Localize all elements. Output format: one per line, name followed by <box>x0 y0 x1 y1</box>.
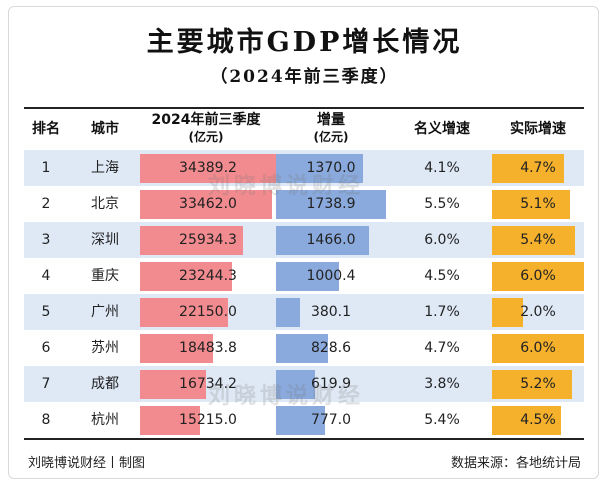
real-growth-bar <box>492 370 572 399</box>
gdp-bar <box>140 154 276 183</box>
real-growth-bar <box>492 298 523 327</box>
rank-cell: 2 <box>41 196 51 212</box>
real-growth-value: 5.4% <box>520 232 556 248</box>
gdp-value: 22150.0 <box>179 304 237 320</box>
gdp-value: 23244.3 <box>179 268 237 284</box>
city-cell: 重庆 <box>91 268 119 284</box>
gdp-table: 1 上海 34389.2 1370.0 4.1% 4.7% 2 北京 33462.0 1738.9… <box>24 150 584 438</box>
increase-bar <box>276 154 363 183</box>
gdp-value: 34389.2 <box>179 160 237 176</box>
gdp-value: 16734.2 <box>179 376 237 392</box>
header-increase: 增量 (亿元) <box>276 112 386 146</box>
increase-value: 1466.0 <box>306 232 356 248</box>
real-growth-bar <box>492 154 565 183</box>
header-gdp: 2024年前三季度 (亿元) <box>138 112 274 146</box>
header-gdp-unit: (亿元) <box>188 130 224 144</box>
city-cell: 苏州 <box>91 340 119 356</box>
header-city: 城市 <box>91 121 119 137</box>
increase-value: 1000.4 <box>306 268 356 284</box>
nominal-growth-value: 6.0% <box>424 232 460 248</box>
header-real: 实际增速 <box>510 121 566 137</box>
table-row: 2 北京 33462.0 1738.9 5.5% 5.1% <box>24 186 584 222</box>
real-growth-value: 6.0% <box>520 268 556 284</box>
increase-bar <box>276 370 316 399</box>
increase-bar <box>276 334 329 363</box>
increase-bar <box>276 190 386 219</box>
rank-cell: 4 <box>41 268 51 284</box>
gdp-bar <box>140 226 243 255</box>
real-growth-value: 4.5% <box>520 412 556 428</box>
page-title: 主要城市GDP增长情况 <box>146 27 463 58</box>
city-cell: 广州 <box>91 304 119 320</box>
footer-source: 数据来源：各地统计局 <box>450 456 581 471</box>
city-cell: 成都 <box>91 376 119 392</box>
header-nominal: 名义增速 <box>414 121 470 137</box>
rank-cell: 7 <box>41 376 51 392</box>
table-row: 8 杭州 15215.0 777.0 5.4% 4.5% <box>24 402 584 438</box>
table-row: 6 苏州 18483.8 828.6 4.7% 6.0% <box>24 330 584 366</box>
real-growth-bar <box>492 262 584 291</box>
gdp-bar <box>140 334 214 363</box>
card-frame <box>8 6 599 479</box>
real-growth-value: 5.2% <box>520 376 556 392</box>
nominal-growth-value: 3.8% <box>424 376 460 392</box>
rank-cell: 1 <box>41 160 51 176</box>
footer-credit: 刘晓博说财经丨制图 <box>28 456 146 471</box>
increase-value: 380.1 <box>310 304 352 320</box>
increase-value: 777.0 <box>310 412 352 428</box>
city-cell: 上海 <box>91 160 119 176</box>
real-growth-value: 5.1% <box>520 196 556 212</box>
nominal-growth-value: 1.7% <box>424 304 460 320</box>
header-increase-unit: (亿元) <box>313 130 349 144</box>
table-row: 7 成都 16734.2 619.9 3.8% 5.2% <box>24 366 584 402</box>
real-growth-bar <box>492 406 561 435</box>
rank-cell: 8 <box>41 412 51 428</box>
table-row: 3 深圳 25934.3 1466.0 6.0% 5.4% <box>24 222 584 258</box>
header-gdp-label: 2024年前三季度 <box>151 112 261 128</box>
increase-value: 1738.9 <box>306 196 356 212</box>
increase-bar <box>276 406 326 435</box>
city-cell: 北京 <box>91 196 119 212</box>
nominal-growth-value: 4.7% <box>424 340 460 356</box>
header-top-rule <box>24 107 584 109</box>
gdp-bar <box>140 298 228 327</box>
real-growth-bar <box>492 190 571 219</box>
gdp-bar <box>140 262 232 291</box>
increase-value: 619.9 <box>310 376 352 392</box>
real-growth-bar <box>492 334 584 363</box>
increase-value: 1370.0 <box>306 160 356 176</box>
nominal-growth-value: 4.5% <box>424 268 460 284</box>
rank-cell: 5 <box>41 304 51 320</box>
city-cell: 杭州 <box>91 412 119 428</box>
header-increase-label: 增量 <box>317 112 345 128</box>
rank-cell: 6 <box>41 340 51 356</box>
real-growth-bar <box>492 226 575 255</box>
increase-bar <box>276 298 301 327</box>
nominal-growth-value: 5.5% <box>424 196 460 212</box>
page-subtitle: （2024年前三季度） <box>210 67 399 87</box>
gdp-bar <box>140 190 273 219</box>
footer-rule <box>24 438 584 440</box>
nominal-growth-value: 5.4% <box>424 412 460 428</box>
gdp-value: 25934.3 <box>179 232 237 248</box>
gdp-value: 18483.8 <box>179 340 237 356</box>
table-row: 1 上海 34389.2 1370.0 4.1% 4.7% <box>24 150 584 186</box>
nominal-growth-value: 4.1% <box>424 160 460 176</box>
real-growth-value: 4.7% <box>520 160 556 176</box>
increase-bar <box>276 226 369 255</box>
table-row: 5 广州 22150.0 380.1 1.7% 2.0% <box>24 294 584 330</box>
real-growth-value: 2.0% <box>520 304 556 320</box>
rank-cell: 3 <box>41 232 51 248</box>
gdp-value: 15215.0 <box>179 412 237 428</box>
real-growth-value: 6.0% <box>520 340 556 356</box>
table-row: 4 重庆 23244.3 1000.4 4.5% 6.0% <box>24 258 584 294</box>
city-cell: 深圳 <box>91 232 119 248</box>
increase-value: 828.6 <box>310 340 352 356</box>
header-rank: 排名 <box>32 121 60 137</box>
gdp-bar <box>140 406 201 435</box>
gdp-value: 33462.0 <box>179 196 237 212</box>
increase-bar <box>276 262 340 291</box>
gdp-bar <box>140 370 207 399</box>
